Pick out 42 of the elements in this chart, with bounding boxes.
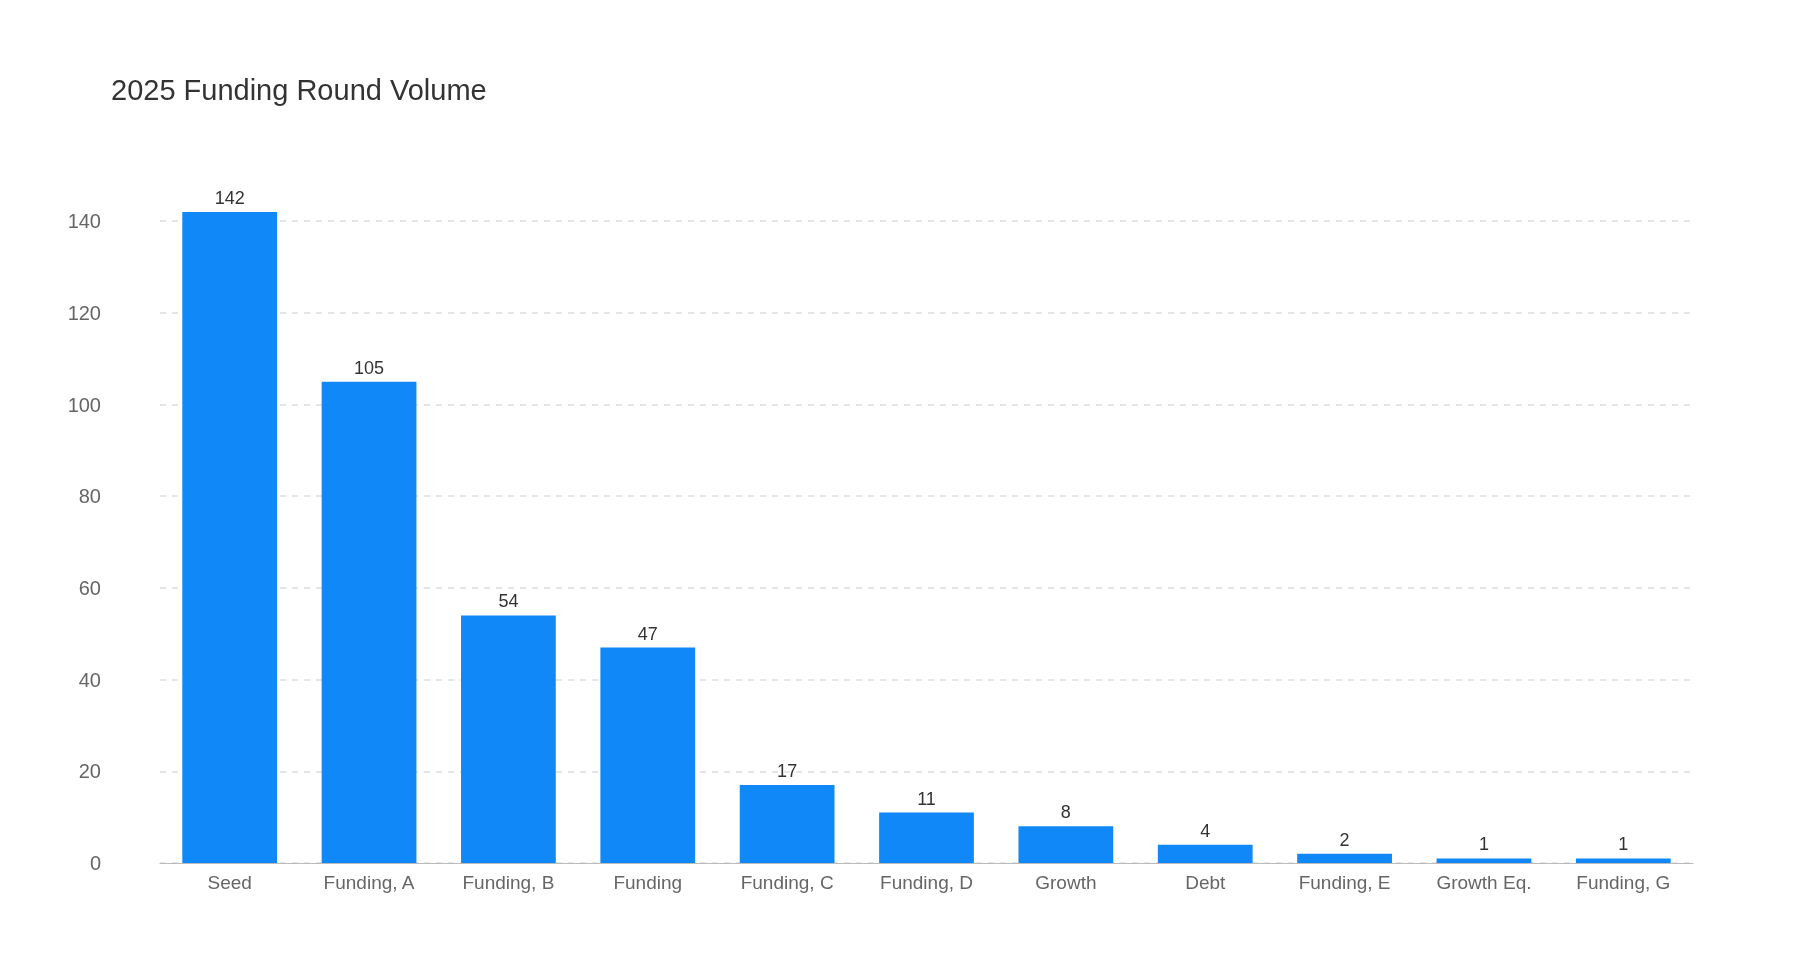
- bar: [879, 812, 974, 863]
- data-label: 8: [1060, 802, 1071, 823]
- y-tick-label: 100: [67, 393, 101, 416]
- bar: [1157, 844, 1253, 863]
- y-tick-label: 40: [78, 668, 101, 691]
- x-tick-label: Funding, B: [462, 872, 555, 893]
- bar: [461, 615, 556, 863]
- x-tick-label: Growth: [1035, 872, 1097, 893]
- chart-title: 2025 Funding Round Volume: [111, 73, 487, 106]
- y-tick-label: 80: [78, 485, 101, 508]
- x-tick-label: Funding, C: [740, 872, 834, 893]
- bar: [1018, 826, 1114, 863]
- bar: [1436, 858, 1532, 863]
- y-tick-label: 60: [78, 576, 101, 599]
- y-tick-label: 20: [78, 760, 101, 783]
- y-tick-label: 0: [89, 852, 101, 874]
- x-tick-label: Growth Eq.: [1436, 872, 1532, 893]
- data-label: 4: [1200, 820, 1211, 841]
- data-label: 2: [1339, 829, 1350, 850]
- bar: [321, 381, 417, 863]
- data-label: 105: [354, 357, 385, 378]
- data-label: 47: [637, 623, 658, 644]
- data-label: 54: [498, 591, 519, 612]
- x-tick-label: Funding, G: [1576, 872, 1671, 893]
- x-tick-label: Funding: [613, 872, 683, 893]
- x-tick-label: Funding, E: [1298, 872, 1391, 893]
- x-tick-label: Seed: [207, 872, 252, 893]
- x-tick-label: Funding, D: [880, 872, 973, 893]
- data-label: 11: [917, 788, 936, 809]
- bar: [1297, 853, 1392, 863]
- data-label: 142: [214, 188, 245, 208]
- data-label: 1: [1478, 834, 1489, 855]
- x-tick-label: Funding, A: [323, 872, 415, 893]
- bar: [182, 212, 278, 863]
- data-label: 17: [777, 761, 798, 782]
- y-tick-label: 140: [67, 210, 101, 233]
- data-label: 1: [1618, 834, 1629, 855]
- y-tick-label: 120: [67, 301, 101, 324]
- x-tick-label: Debt: [1185, 872, 1227, 893]
- bar: [1575, 858, 1671, 863]
- bar: [739, 785, 835, 863]
- bar: [600, 647, 696, 863]
